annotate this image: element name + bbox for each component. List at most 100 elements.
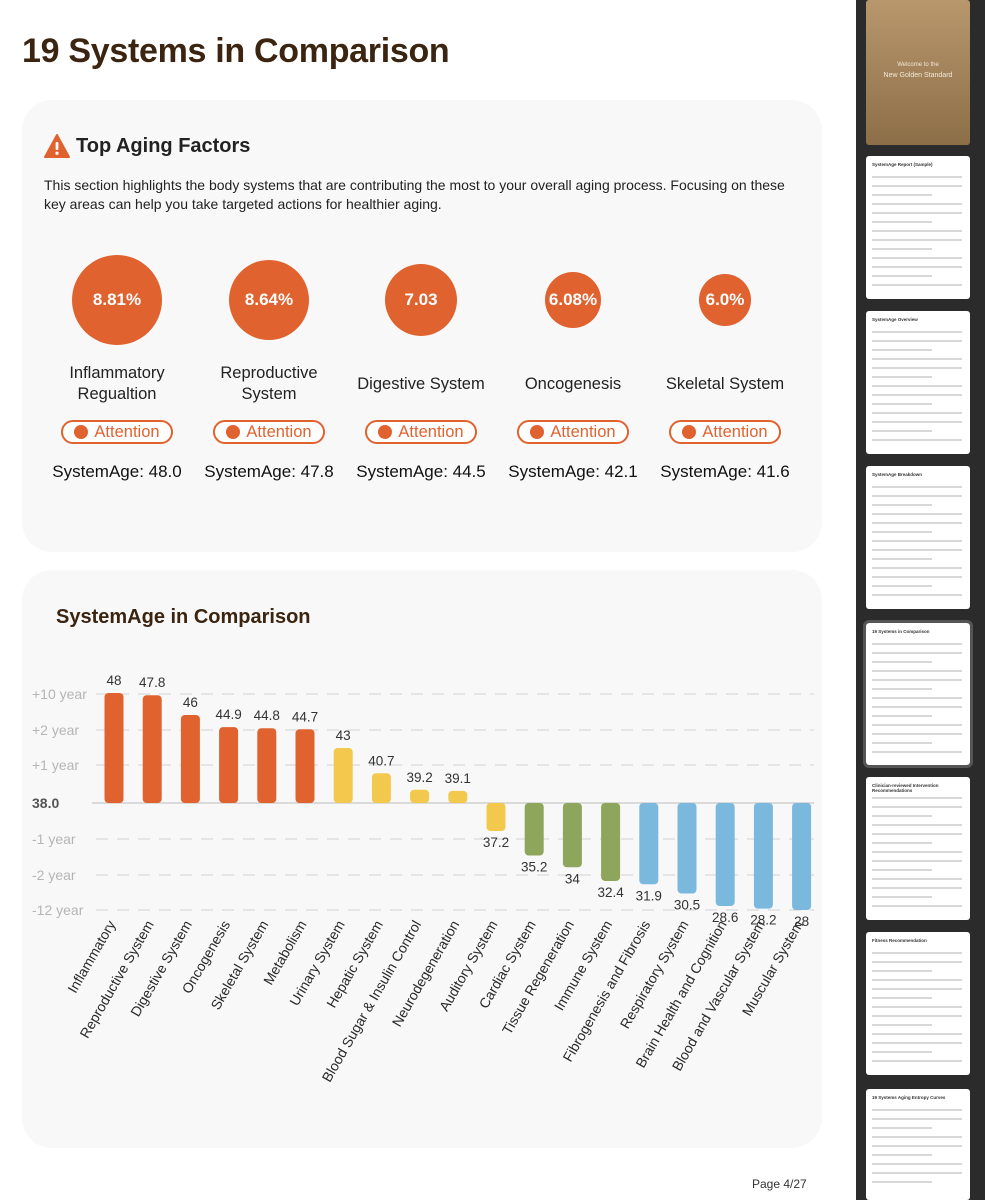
thumbnail-text-line [872, 988, 962, 990]
bar-value-label: 44.8 [254, 708, 280, 723]
thumbnail-text-line [872, 970, 932, 972]
thumbnail-text-line [872, 706, 962, 708]
thumbnail-text-line [872, 679, 962, 681]
thumbnail-text-line [872, 652, 962, 654]
bar [142, 695, 162, 803]
page-thumbnail[interactable]: Clinician-reviewed Intervention Recommen… [866, 777, 970, 920]
thumbnail-text-line [872, 439, 962, 441]
factor-systemage: SystemAge: 47.8 [204, 462, 334, 481]
thumbnail-title: 19 Systems Aging Entropy Curves [872, 1095, 946, 1100]
thumbnail-text-line [872, 558, 932, 560]
thumbnail-text-line [872, 194, 932, 196]
attention-badge-label: Attention [398, 422, 464, 441]
thumbnail-text-line [872, 1033, 962, 1035]
factor-name: Inflammatory Regualtion [69, 364, 165, 403]
systemage-bar-chart: +10 year +2 year +1 year 38.0 -1 year -2 year… [32, 673, 814, 1085]
y-tick-label: 38.0 [32, 795, 59, 811]
status-dot-icon [530, 425, 545, 439]
thumbnail-text-line [872, 248, 932, 250]
thumbnail-text-line [872, 670, 962, 672]
thumbnail-text-line [872, 349, 932, 351]
thumbnail-text-line [872, 522, 962, 524]
report-page: 19 Systems in Comparison Top Aging Facto… [0, 0, 856, 1200]
thumbnail-text-line [872, 594, 962, 596]
thumbnail-text-line [872, 576, 962, 578]
thumbnail-text-line [872, 421, 962, 423]
thumbnail-text-line [872, 504, 932, 506]
thumbnail-text-line [872, 257, 962, 259]
thumbnail-text-line [872, 549, 962, 551]
status-dot-icon [74, 425, 89, 439]
thumbnail-text-line [872, 394, 962, 396]
thumbnail-text-line [872, 860, 962, 862]
bar [601, 803, 621, 881]
thumbnail-text-line [872, 221, 932, 223]
top-aging-factors-card: Top Aging Factors This section highlight… [22, 100, 822, 552]
attention-badge: Attention [365, 420, 477, 444]
bar-value-label: 31.9 [636, 888, 662, 903]
bar [295, 729, 315, 803]
bar [219, 727, 239, 803]
thumbnail-text-line [872, 486, 962, 488]
thumbnail-cover-title: New Golden Standard [883, 72, 953, 79]
thumbnail-text-line [872, 979, 962, 981]
thumbnail-title: SystemAge Breakdown [872, 472, 923, 477]
bar-value-label: 40.7 [368, 753, 394, 768]
page-thumbnail[interactable]: 19 Systems Aging Entropy Curves [866, 1089, 970, 1200]
thumbnail-text-line [872, 540, 962, 542]
thumbnail-text-line [872, 275, 932, 277]
thumbnail-title: Clinician-reviewed Intervention Recommen… [872, 783, 939, 793]
page-thumbnail[interactable]: 19 Systems in Comparison [863, 620, 973, 768]
factors-heading: Top Aging Factors [44, 134, 250, 158]
thumbnail-text-line [872, 697, 962, 699]
thumbnail-text-line [872, 961, 962, 963]
bar [371, 773, 391, 803]
thumbnail-text-line [872, 824, 962, 826]
thumbnail-text-line [872, 1024, 932, 1026]
bar-value-label: 46 [183, 695, 198, 710]
bar-value-label: 44.7 [292, 709, 318, 724]
bar-value-label: 39.1 [445, 771, 471, 786]
thumbnail-text-line [872, 412, 962, 414]
bar [257, 728, 277, 803]
thumbnail-text-line [872, 1145, 962, 1147]
factor-systemage: SystemAge: 41.6 [660, 462, 790, 481]
thumbnail-title: SystemAge Report (Sample) [872, 162, 933, 167]
attention-badge: Attention [213, 420, 325, 444]
page-thumbnail[interactable]: SystemAge Breakdown [866, 466, 970, 609]
thumbnail-text-line [872, 185, 962, 187]
bar [639, 803, 659, 885]
bar-value-label: 28.2 [750, 913, 776, 928]
thumbnail-text-line [872, 905, 962, 907]
bar-value-label: 47.8 [139, 675, 165, 690]
thumbnail-text-line [872, 376, 932, 378]
thumbnail-text-line [872, 997, 932, 999]
bar [448, 790, 468, 803]
page-thumbnail[interactable]: Welcome to the New Golden Standard [866, 0, 970, 145]
thumbnail-title: SystemAge Overview [872, 317, 918, 322]
y-tick-label: +2 year [32, 722, 79, 738]
factors-description: This section highlights the body systems… [44, 177, 785, 212]
page-thumbnail-sidebar[interactable]: Welcome to the New Golden Standard SystemA… [856, 0, 985, 1200]
thumbnail-text-line [872, 176, 962, 178]
bar [524, 803, 544, 856]
thumbnail-text-line [872, 1163, 962, 1165]
bar [677, 803, 697, 894]
factor-value-circle: 6.0% [699, 274, 751, 326]
factor-value-circle: 7.03 [385, 264, 457, 336]
page-thumbnail[interactable]: SystemAge Report (Sample) [866, 156, 970, 299]
bar [180, 715, 200, 803]
page-thumbnail[interactable]: Fitness Recommendation [866, 932, 970, 1075]
thumbnail-text-line [872, 1109, 962, 1111]
thumbnail-text-line [872, 688, 932, 690]
page-thumbnail[interactable]: SystemAge Overview [866, 311, 970, 454]
thumbnail-text-line [872, 661, 932, 663]
status-dot-icon [682, 425, 697, 439]
factor-name: Digestive System [357, 374, 485, 393]
attention-badge: Attention [61, 420, 173, 444]
thumbnail-text-line [872, 239, 962, 241]
thumbnail-title: 19 Systems in Comparison [872, 629, 930, 634]
bar-value-label: 28.6 [712, 910, 738, 925]
factor-systemage: SystemAge: 44.5 [356, 462, 486, 481]
x-category-label: Tissue Regeneration [499, 918, 577, 1037]
